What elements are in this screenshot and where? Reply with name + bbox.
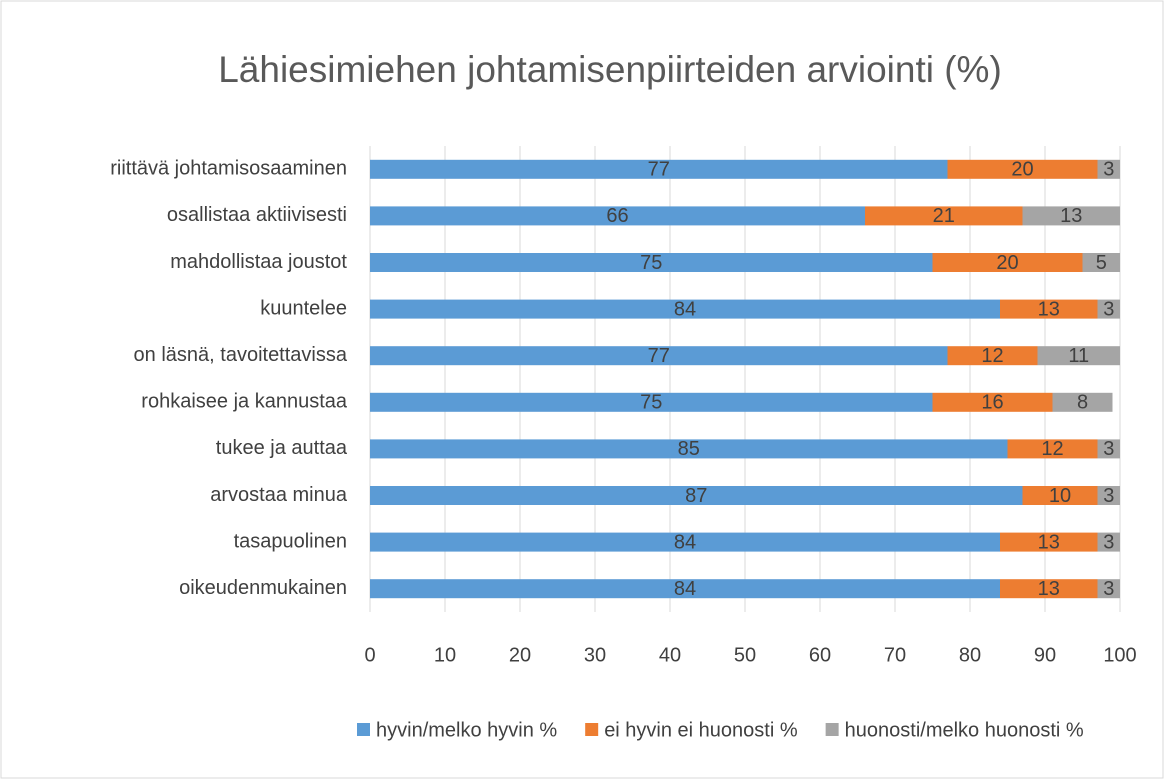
data-label: 77 (648, 345, 670, 367)
x-tick-label: 60 (809, 644, 831, 666)
bar-segment (1097, 439, 1120, 459)
data-label: 3 (1103, 159, 1114, 181)
bar-segment (932, 253, 1083, 272)
data-label: 87 (685, 485, 707, 507)
data-label: 13 (1038, 531, 1060, 553)
bar-segment (370, 253, 933, 272)
data-label: 84 (674, 578, 696, 600)
chart-title: Lähiesimiehen johtamisenpiirteiden arvio… (218, 49, 1002, 90)
x-tick-label: 80 (959, 644, 981, 666)
bar-segment (932, 392, 1053, 412)
bar-segment (1097, 486, 1120, 505)
data-label: 84 (674, 298, 696, 320)
x-tick-label: 10 (434, 644, 456, 666)
data-label: 12 (981, 345, 1003, 367)
data-label: 84 (674, 531, 696, 553)
bar-segment (370, 439, 1008, 459)
bar-segment (1082, 253, 1120, 272)
legend-label: hyvin/melko hyvin % (376, 719, 557, 741)
y-tick-label: kuuntelee (260, 297, 347, 319)
x-tick-label: 0 (364, 644, 375, 666)
data-label: 13 (1038, 298, 1060, 320)
bar-segment (947, 159, 1098, 179)
data-label: 16 (981, 392, 1003, 414)
bar-segment (1052, 392, 1113, 412)
y-tick-label: osallistaa aktiivisesti (167, 204, 347, 226)
legend-swatch (825, 723, 839, 736)
bar-segment (370, 532, 1000, 552)
bar-segment (370, 206, 865, 226)
y-tick-label: tukee ja auttaa (216, 437, 348, 459)
bar-segment (370, 299, 1000, 319)
y-tick-label: riittävä johtamisosaaminen (110, 158, 347, 180)
data-label: 75 (640, 252, 662, 274)
data-label: 75 (640, 392, 662, 414)
x-tick-label: 40 (659, 644, 681, 666)
x-tick-label: 50 (734, 644, 756, 666)
data-label: 12 (1041, 438, 1063, 460)
data-label: 13 (1038, 578, 1060, 600)
y-tick-label: arvostaa minua (210, 484, 348, 506)
bar-segment (370, 159, 948, 179)
legend-swatch (357, 723, 370, 736)
data-label: 13 (1060, 205, 1082, 227)
bar-segment (865, 206, 1023, 226)
bar-segment (1007, 439, 1098, 459)
data-label: 3 (1103, 485, 1114, 507)
data-label: 77 (648, 159, 670, 181)
x-tick-label: 70 (884, 644, 906, 666)
bar-segment (370, 392, 933, 412)
legend-swatch (585, 723, 599, 736)
data-label: 21 (933, 205, 955, 227)
bar-segment (370, 579, 1000, 599)
data-label: 3 (1103, 298, 1114, 320)
y-tick-label: on läsnä, tavoitettavissa (134, 344, 348, 366)
bar-segment (1037, 346, 1120, 366)
bar-segment (1097, 299, 1120, 319)
bar-segment (370, 486, 1023, 505)
y-tick-label: oikeudenmukainen (179, 577, 347, 599)
data-label: 3 (1103, 578, 1114, 600)
data-label: 8 (1077, 392, 1088, 414)
bar-segment (947, 346, 1038, 366)
bar-segment (1022, 486, 1098, 505)
data-label: 3 (1103, 531, 1114, 553)
data-label: 66 (606, 205, 628, 227)
bar-segment (1000, 579, 1098, 599)
bar-segment (1000, 532, 1098, 552)
bar-segment (370, 346, 948, 366)
y-tick-label: tasapuolinen (234, 530, 347, 552)
data-label: 11 (1068, 345, 1089, 367)
bar-segment (1097, 159, 1120, 179)
data-label: 5 (1096, 252, 1107, 274)
data-label: 20 (996, 252, 1018, 274)
data-label: 20 (1011, 159, 1033, 181)
legend-label: huonosti/melko huonosti % (845, 719, 1084, 741)
bar-segment (1097, 532, 1120, 552)
x-tick-label: 90 (1034, 644, 1056, 666)
x-tick-label: 100 (1103, 644, 1136, 666)
bar-segment (1022, 206, 1120, 226)
y-tick-label: rohkaisee ja kannustaa (141, 391, 348, 413)
data-label: 3 (1103, 438, 1114, 460)
y-tick-label: mahdollistaa joustot (170, 251, 347, 273)
data-label: 85 (678, 438, 700, 460)
legend-label: ei hyvin ei huonosti % (604, 719, 798, 741)
x-tick-label: 30 (584, 644, 606, 666)
bar-segment (1000, 299, 1098, 319)
data-label: 10 (1049, 485, 1071, 507)
x-tick-label: 20 (509, 644, 531, 666)
bar-segment (1097, 579, 1120, 599)
